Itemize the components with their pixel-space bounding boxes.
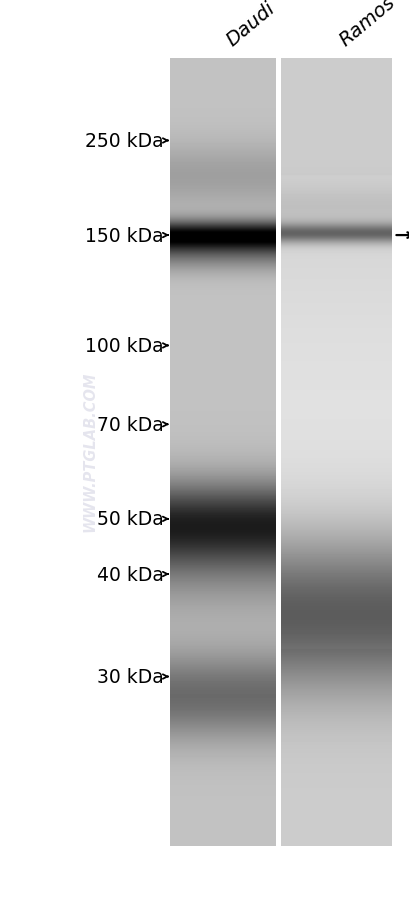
Text: Daudi: Daudi [222, 0, 278, 50]
Text: WWW.PTGLAB.COM: WWW.PTGLAB.COM [83, 371, 97, 531]
Text: 50 kDa: 50 kDa [97, 510, 164, 529]
Text: 250 kDa: 250 kDa [85, 132, 164, 151]
Text: 100 kDa: 100 kDa [85, 336, 164, 355]
Text: 30 kDa: 30 kDa [97, 667, 164, 686]
Text: 40 kDa: 40 kDa [97, 565, 164, 584]
Text: Ramos: Ramos [335, 0, 398, 50]
Text: 70 kDa: 70 kDa [97, 415, 164, 434]
Text: 150 kDa: 150 kDa [85, 226, 164, 245]
